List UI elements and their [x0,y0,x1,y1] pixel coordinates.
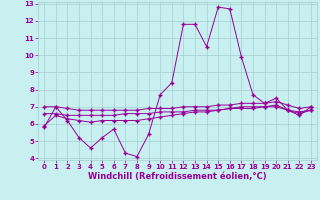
X-axis label: Windchill (Refroidissement éolien,°C): Windchill (Refroidissement éolien,°C) [88,172,267,181]
